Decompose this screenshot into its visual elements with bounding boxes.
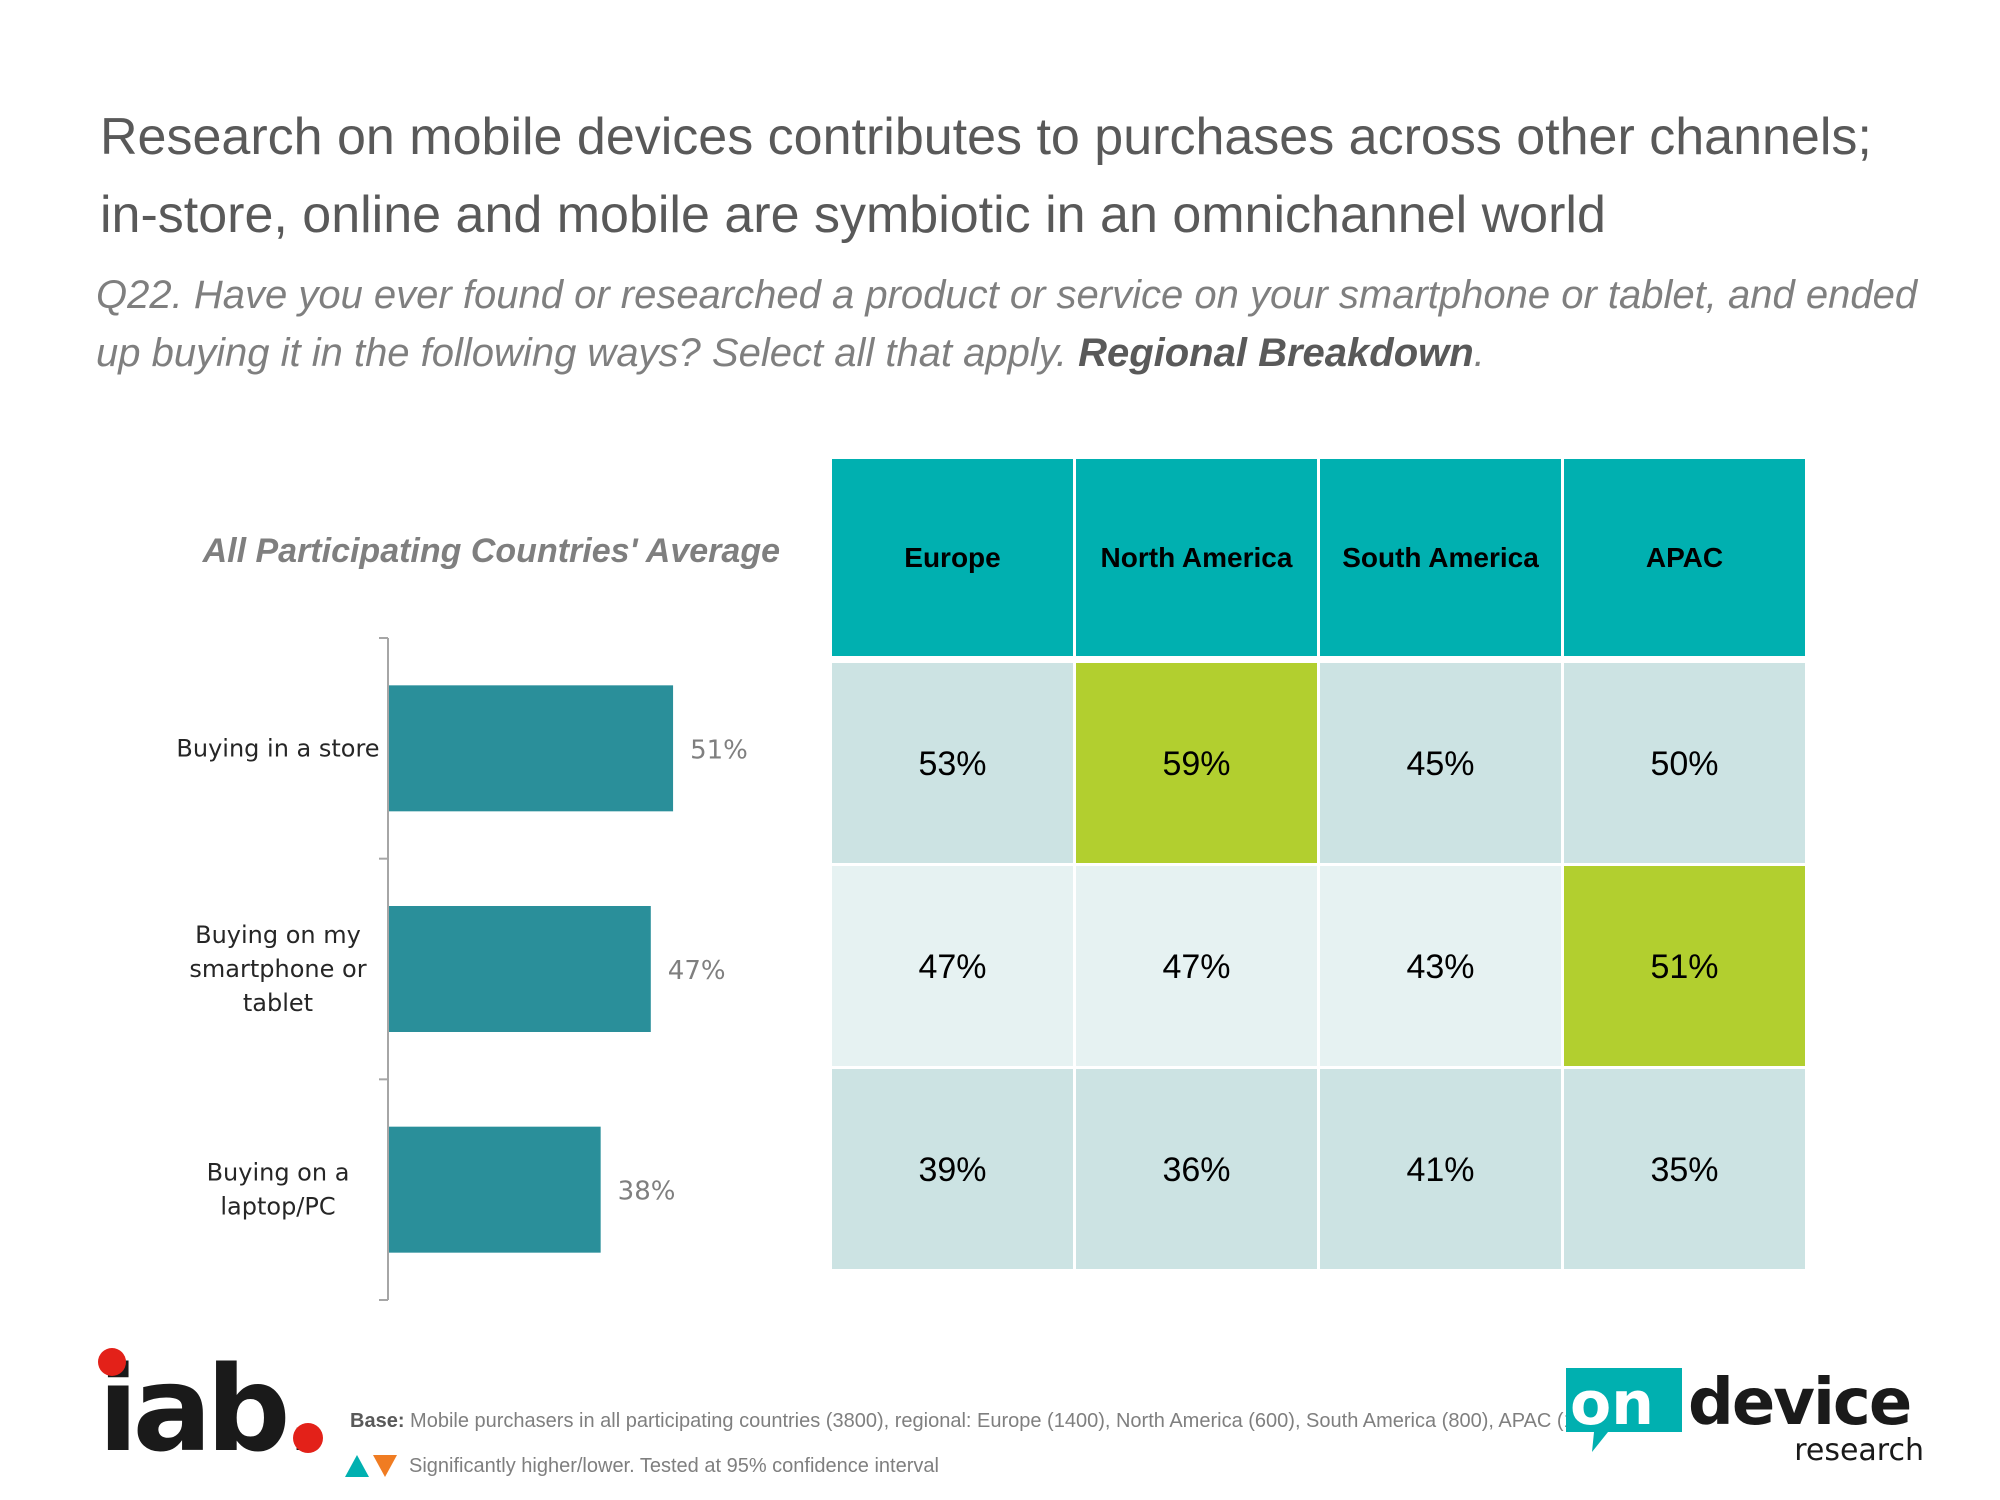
category-label-line: Buying on my [195,921,361,949]
table-cell: 59% [1076,663,1317,863]
table-header-apac: APAC [1564,459,1805,656]
table-cell: 35% [1564,1069,1805,1269]
logo-on: on [1570,1369,1654,1439]
base-text: Mobile purchasers in all participating c… [410,1410,1615,1432]
down-triangle-icon [373,1455,397,1477]
logo-device: device [1688,1366,1910,1440]
question-end: . [1473,331,1485,375]
category-label-line: laptop/PC [220,1193,335,1221]
bar-value-label: 51% [690,735,748,765]
category-label-line: Buying on a [207,1159,350,1187]
table-cell: 53% [832,663,1073,863]
table-cell: 47% [1076,866,1317,1066]
table-header-europe: Europe [832,459,1073,656]
table-cell: 39% [832,1069,1073,1269]
speech-bubble-icon [1566,1368,1682,1452]
chart-title: All Participating Countries' Average [202,532,780,570]
base-label: Base: [350,1410,405,1432]
ondevice-research-logo: on device research [1566,1366,1924,1468]
iab-logo-text: iab. [98,1340,323,1458]
table-cell: 47% [832,866,1073,1066]
up-triangle-icon [345,1455,369,1477]
bar-2 [389,906,651,1032]
table-cell: 41% [1320,1069,1561,1269]
category-label-line: tablet [243,989,313,1017]
table-cell: 43% [1320,866,1561,1066]
bar-1 [389,685,674,812]
table-cell: 45% [1320,663,1561,863]
category-label: Buying on a laptop/PC [207,1159,350,1221]
category-label-line: Buying in a store [176,734,379,762]
base-note: Base: Mobile purchasers in all participa… [350,1410,1615,1433]
iab-dot-top [98,1348,126,1376]
table-header-north-america: North America [1076,459,1317,656]
logo-research: research [1794,1433,1924,1468]
category-label-line: smartphone or [189,955,366,983]
question-emphasis: Regional Breakdown [1078,331,1474,375]
category-label: Buying on my smartphone or tablet [189,921,366,1017]
table-header-south-america: South America [1320,459,1561,656]
category-label: Buying in a store [176,734,379,762]
table-cell: 50% [1564,663,1805,863]
question-text: Q22. Have you ever found or researched a… [96,273,1918,375]
iab-dot-bottom [293,1423,323,1453]
significance-text: Significantly higher/lower. Tested at 95… [409,1454,939,1477]
significance-note: Significantly higher/lower. Tested at 95… [345,1453,939,1479]
survey-question: Q22. Have you ever found or researched a… [96,266,1936,382]
table-cell: 51% [1564,866,1805,1066]
table-cell: 36% [1076,1069,1317,1269]
iab-logo: iab. [98,1340,328,1458]
bar-value-label: 38% [618,1177,676,1207]
bar-3 [389,1126,601,1253]
significance-arrows-icon [345,1455,397,1477]
page-title: Research on mobile devices contributes t… [100,108,1872,244]
bar-value-label: 47% [668,956,726,986]
